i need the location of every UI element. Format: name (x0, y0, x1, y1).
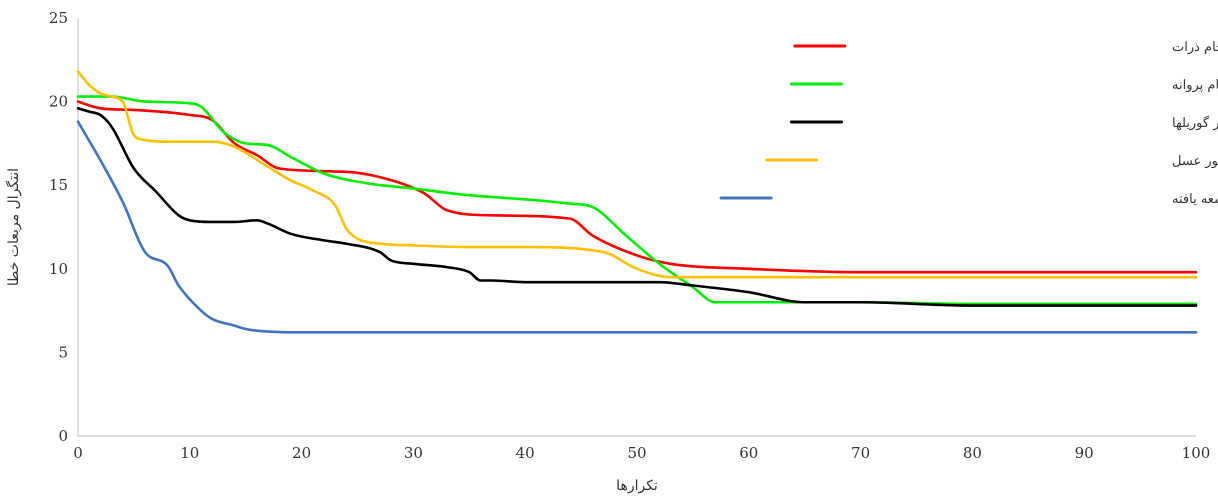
y-tick-label: 5 (58, 343, 68, 361)
x-tick-label: 70 (851, 444, 870, 462)
legend-label-1: کنترل کننده PD-FOPIDبهینه شده با الگوریت… (1172, 39, 1218, 55)
legend-label-3: کنترل کننده PD-FOPIDبهینه شده با الگوریت… (1172, 115, 1218, 131)
legend-label-2: کنترل کننده PD-FOPIDبهینه شده با الگوریت… (1172, 77, 1218, 93)
y-tick-label: 25 (49, 9, 68, 27)
series-line-5 (76, 120, 1198, 334)
axes: 0 10 20 30 40 50 60 70 80 90 100 0 5 10 15 20 25 (49, 9, 1210, 462)
series-lines (76, 70, 1198, 334)
x-axis-title: تکرارها (616, 478, 658, 494)
x-tick-label: 100 (1182, 444, 1211, 462)
legend-label-4: کنترل کننده PD-FOPIDبهینه شده با الگوریت… (1172, 153, 1218, 169)
x-tick-label: 40 (516, 444, 535, 462)
y-tick-label: 10 (49, 260, 68, 278)
x-tick-label: 30 (404, 444, 423, 462)
x-tick-label: 80 (963, 444, 982, 462)
x-tick-label: 10 (180, 444, 199, 462)
y-tick-label: 15 (49, 176, 68, 194)
series-line-1 (76, 100, 1198, 274)
series-line-4 (76, 70, 1198, 279)
y-axis-title: انتگرال مربعات خطا (5, 168, 22, 286)
x-tick-label: 90 (1075, 444, 1094, 462)
x-tick-label: 20 (292, 444, 311, 462)
x-tick-label: 50 (627, 444, 646, 462)
y-tick-label: 0 (58, 427, 68, 445)
series-line-3 (76, 106, 1198, 307)
y-tick-label: 20 (49, 93, 68, 111)
legend-label-5: کنترل کننده PD-FOPIDبهینه شده با الگوریت… (1172, 191, 1218, 207)
x-tick-label: 0 (73, 444, 83, 462)
legend: کنترل کننده PD-FOPIDبهینه شده با الگوریت… (719, 39, 1218, 207)
x-tick-label: 60 (739, 444, 758, 462)
